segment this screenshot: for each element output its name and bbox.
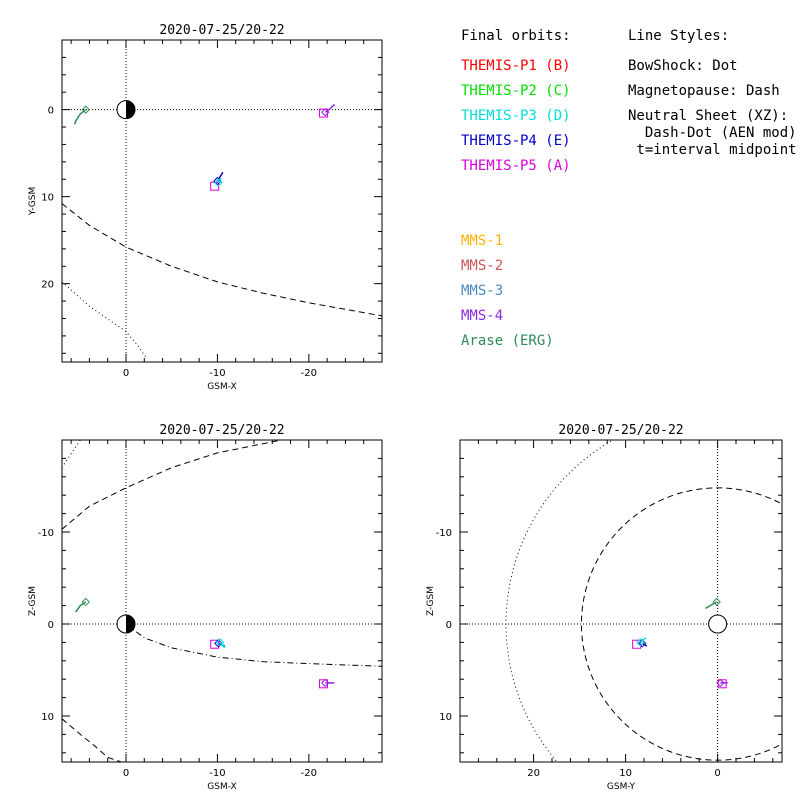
final-orbits-heading: Final orbits: <box>461 28 571 44</box>
line-styles-heading: Line Styles: <box>628 28 730 44</box>
yz-y-axis-label: Z-GSM <box>426 586 436 616</box>
yz-themis-p3-d-marker <box>636 638 645 647</box>
panel-xz: 2020-07-25/20-22 GSM-X Z-GSM 0 -10 -20 10 0 -10 <box>28 423 383 792</box>
legend-themis-p4: THEMIS-P4 (E) <box>461 133 571 149</box>
xz-plot-frame <box>61 439 383 763</box>
xz-plot-area <box>62 440 382 762</box>
xz-y-tick-label: -10 <box>38 528 54 539</box>
legend-arase: Arase (ERG) <box>461 333 554 349</box>
yz-magnetopause-circle <box>580 487 782 761</box>
yz-x-tick-label: 10 <box>619 768 632 779</box>
xz-themis-p3-d-marker <box>215 638 225 647</box>
yz-title: 2020-07-25/20-22 <box>558 423 683 438</box>
panel-yz: 2020-07-25/20-22 GSM-Y Z-GSM 20 10 0 10 0 -10 <box>426 423 783 792</box>
yz-plot-frame <box>459 439 783 763</box>
legend-themis-p1: THEMIS-P1 (B) <box>461 58 571 74</box>
yz-bow-shock-circle <box>505 440 615 762</box>
xy-plot-area <box>62 40 382 362</box>
xz-y-tick-label: 10 <box>41 712 54 723</box>
legend-mms-3: MMS-3 <box>461 283 504 299</box>
xz-magnetopause-upper-line <box>62 718 122 762</box>
yz-arase-erg-marker <box>712 597 721 607</box>
legend-themis-p3: THEMIS-P3 (D) <box>461 108 571 124</box>
yz-themis-p5-a-marker <box>717 679 727 689</box>
xy-y-tick-label: 0 <box>48 106 54 117</box>
xy-x-tick-label: -20 <box>301 368 317 379</box>
xy-arase-erg-track <box>74 109 87 125</box>
style-neutral-sheet-model: Dash-Dot (AEN mod) <box>628 125 797 141</box>
xz-bow-shock-lower-line <box>62 440 81 468</box>
legend-mms-4: MMS-4 <box>461 308 504 324</box>
xy-themis-p5-a-marker <box>318 108 328 118</box>
yz-y-tick-label: -10 <box>436 528 452 539</box>
yz-themis-p4-e-marker <box>637 639 647 648</box>
xy-y-tick-label: 20 <box>41 280 54 291</box>
xy-y-axis-label: Y-GSM <box>28 187 38 216</box>
legend-mms-2: MMS-2 <box>461 258 504 274</box>
xz-x-tick-label: 0 <box>123 768 129 779</box>
xy-plot-frame <box>61 39 383 363</box>
xy-earth-night-side <box>126 100 135 119</box>
xy-magnetopause-line <box>62 203 382 317</box>
panel-xy: 2020-07-25/20-22 GSM-X Y-GSM 0 -10 -20 0 10 20 <box>28 23 383 392</box>
xz-y-axis-label: Z-GSM <box>28 586 38 616</box>
yz-x-tick-label: 20 <box>527 768 540 779</box>
xz-x-tick-label: -10 <box>209 768 225 779</box>
yz-y-tick-label: 0 <box>446 620 452 631</box>
legend-themis-p2: THEMIS-P2 (C) <box>461 83 571 99</box>
style-bowshock: BowShock: Dot <box>628 58 738 74</box>
xz-arase-erg-marker <box>81 597 90 607</box>
xy-arase-erg-marker <box>81 105 90 114</box>
xz-neutral-sheet-line <box>125 623 382 667</box>
xy-themis-p3-d-marker <box>214 178 223 187</box>
xz-title: 2020-07-25/20-22 <box>159 423 284 438</box>
xy-mms-4-track <box>324 103 336 113</box>
xz-y-tick-label: 0 <box>48 620 54 631</box>
yz-x-tick-label: 0 <box>714 768 720 779</box>
style-neutral-sheet: Neutral Sheet (XZ): <box>628 108 789 124</box>
legend-mms-1: MMS-1 <box>461 233 504 249</box>
xy-y-tick-label: 10 <box>41 193 54 204</box>
xz-themis-p5-a-marker <box>318 679 328 689</box>
yz-earth <box>708 614 728 634</box>
style-magnetopause: Magnetopause: Dash <box>628 83 780 99</box>
xy-x-tick-label: 0 <box>123 368 129 379</box>
xz-magnetopause-lower-line <box>62 440 282 530</box>
style-time-note: t=interval midpoint <box>628 142 797 158</box>
yz-x-axis-label: GSM-Y <box>607 782 636 792</box>
xy-bow-shock-line <box>62 281 147 358</box>
xy-x-axis-label: GSM-X <box>207 382 236 392</box>
xz-earth-night-side <box>126 615 135 633</box>
xz-x-tick-label: -20 <box>301 768 317 779</box>
xz-x-axis-label: GSM-X <box>207 782 236 792</box>
yz-y-tick-label: 10 <box>439 712 452 723</box>
yz-plot-area <box>460 440 782 762</box>
xy-title: 2020-07-25/20-22 <box>159 23 284 38</box>
yz-themis-p3-d-track <box>639 637 647 643</box>
legend-themis-p5: THEMIS-P5 (A) <box>461 158 571 174</box>
xz-themis-p3-d-track <box>219 641 226 649</box>
yz-themis-p5-a-marker <box>632 639 642 649</box>
xy-x-tick-label: -10 <box>209 368 225 379</box>
